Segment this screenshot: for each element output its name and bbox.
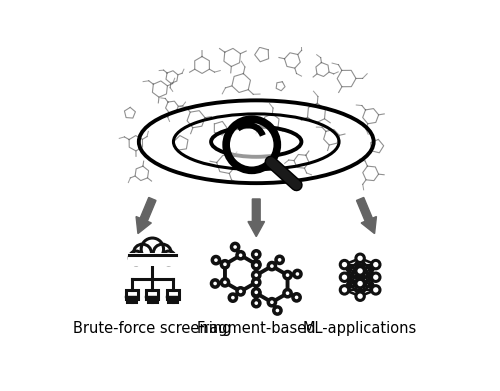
- Circle shape: [284, 290, 291, 297]
- Circle shape: [340, 286, 348, 294]
- Circle shape: [268, 262, 276, 270]
- Circle shape: [372, 273, 380, 282]
- Bar: [167, 291, 179, 299]
- Text: ML-applications: ML-applications: [303, 321, 417, 336]
- Circle shape: [356, 292, 364, 300]
- Circle shape: [230, 294, 236, 301]
- Circle shape: [134, 244, 152, 262]
- Circle shape: [252, 262, 260, 269]
- Bar: [146, 291, 158, 299]
- Bar: [126, 291, 138, 299]
- Polygon shape: [225, 255, 256, 291]
- Circle shape: [130, 251, 143, 265]
- Circle shape: [356, 279, 364, 288]
- Circle shape: [212, 256, 220, 264]
- Circle shape: [356, 254, 364, 262]
- Circle shape: [356, 267, 364, 275]
- Circle shape: [252, 261, 260, 268]
- Circle shape: [276, 256, 283, 264]
- Circle shape: [252, 271, 260, 279]
- Circle shape: [212, 280, 218, 287]
- Circle shape: [162, 251, 175, 265]
- Circle shape: [252, 289, 260, 296]
- Circle shape: [154, 244, 172, 262]
- Circle shape: [274, 307, 281, 314]
- Circle shape: [268, 299, 276, 306]
- Circle shape: [226, 119, 278, 170]
- Circle shape: [252, 290, 260, 297]
- Text: Fragment-based: Fragment-based: [196, 321, 316, 336]
- Circle shape: [284, 271, 291, 279]
- Circle shape: [252, 279, 260, 286]
- Circle shape: [237, 288, 244, 295]
- Circle shape: [232, 243, 238, 251]
- Circle shape: [340, 273, 348, 282]
- Circle shape: [222, 279, 228, 286]
- Text: Brute-force screening: Brute-force screening: [73, 321, 232, 336]
- Circle shape: [252, 300, 260, 307]
- Circle shape: [294, 271, 301, 278]
- Bar: [128, 253, 177, 266]
- Circle shape: [237, 252, 244, 259]
- FancyArrow shape: [356, 197, 376, 233]
- Circle shape: [252, 251, 260, 258]
- Polygon shape: [256, 266, 288, 302]
- FancyArrow shape: [136, 197, 156, 233]
- Circle shape: [372, 260, 380, 269]
- Circle shape: [293, 294, 300, 301]
- Circle shape: [141, 238, 164, 260]
- Circle shape: [222, 261, 228, 268]
- Circle shape: [372, 286, 380, 294]
- FancyArrow shape: [248, 199, 264, 237]
- Circle shape: [340, 260, 348, 269]
